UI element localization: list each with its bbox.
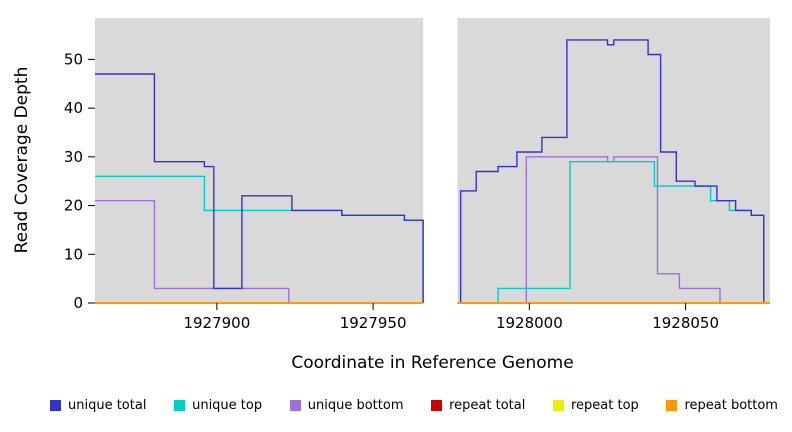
x-tick-label: 1927950 [340,314,407,332]
legend-label: repeat top [571,398,639,413]
legend-item: unique total [50,398,146,413]
legend-swatch [174,400,186,411]
legend-item: repeat top [553,398,639,413]
y-tick-label: 40 [64,99,83,117]
legend: unique total unique top unique bottom re… [0,398,792,413]
x-tick-label: 1927900 [183,314,250,332]
legend-swatch [553,400,564,411]
y-axis-title: Read Coverage Depth [12,66,32,254]
x-tick-label: 1928000 [496,314,563,332]
y-tick-label: 20 [64,197,83,215]
x-axis-title: Coordinate in Reference Genome [291,353,574,373]
legend-swatch [50,400,61,411]
plot-panel-left [95,18,424,303]
legend-label: unique total [68,398,147,413]
x-tick-label: 1928050 [652,314,719,332]
series-unique-bottom-segment-1 [457,156,764,304]
legend-swatch [289,400,301,411]
legend-item: unique top [174,398,262,413]
legend-label: repeat bottom [684,398,778,413]
legend-item: unique bottom [289,398,404,413]
y-tick-label: 50 [64,50,83,68]
legend-label: repeat total [449,398,526,413]
series-unique-total-segment-1 [457,39,765,304]
series-unique-total-segment-0 [95,73,424,303]
legend-swatch [431,400,443,411]
legend-item: repeat total [431,398,525,413]
legend-swatch [666,400,678,411]
y-tick-label: 0 [73,294,83,312]
legend-label: unique top [192,398,263,413]
y-tick-label: 10 [64,245,83,263]
legend-item: repeat bottom [666,398,778,413]
coverage-plot: 1927900 1927950 1928000 1928050 0 10 20 30 40 50 [64,18,770,332]
y-tick-label: 30 [64,148,83,166]
legend-label: unique bottom [307,398,404,413]
